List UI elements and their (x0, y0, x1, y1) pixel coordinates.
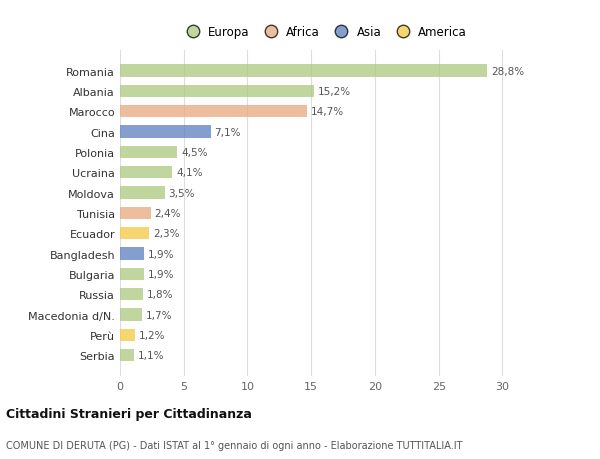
Bar (120, 106, 307, 118)
Text: 2,3%: 2,3% (153, 229, 179, 239)
Text: 7,1%: 7,1% (214, 127, 241, 137)
Legend: Europa, Africa, Asia, America: Europa, Africa, Asia, America (179, 24, 469, 41)
Text: 2,4%: 2,4% (154, 208, 181, 218)
Bar (120, 268, 144, 280)
Bar (120, 65, 487, 78)
Text: 1,9%: 1,9% (148, 269, 175, 279)
Text: 1,2%: 1,2% (139, 330, 166, 340)
Text: Cittadini Stranieri per Cittadinanza: Cittadini Stranieri per Cittadinanza (6, 407, 252, 420)
Text: 1,8%: 1,8% (147, 290, 173, 300)
Text: 1,9%: 1,9% (148, 249, 175, 259)
Text: 4,1%: 4,1% (176, 168, 203, 178)
Text: COMUNE DI DERUTA (PG) - Dati ISTAT al 1° gennaio di ogni anno - Elaborazione TUT: COMUNE DI DERUTA (PG) - Dati ISTAT al 1°… (6, 440, 463, 450)
Text: 28,8%: 28,8% (491, 67, 524, 76)
Text: 4,5%: 4,5% (181, 148, 208, 157)
Bar (120, 329, 135, 341)
Bar (120, 228, 149, 240)
Bar (120, 248, 144, 260)
Bar (120, 207, 151, 219)
Text: 1,1%: 1,1% (138, 351, 164, 360)
Bar (120, 187, 164, 199)
Bar (120, 167, 172, 179)
Bar (120, 309, 142, 321)
Bar (120, 85, 314, 98)
Bar (120, 126, 211, 138)
Bar (120, 349, 134, 362)
Text: 1,7%: 1,7% (146, 310, 172, 320)
Text: 15,2%: 15,2% (317, 87, 351, 97)
Bar (120, 146, 178, 159)
Text: 14,7%: 14,7% (311, 107, 344, 117)
Bar (120, 289, 143, 301)
Text: 3,5%: 3,5% (169, 188, 195, 198)
